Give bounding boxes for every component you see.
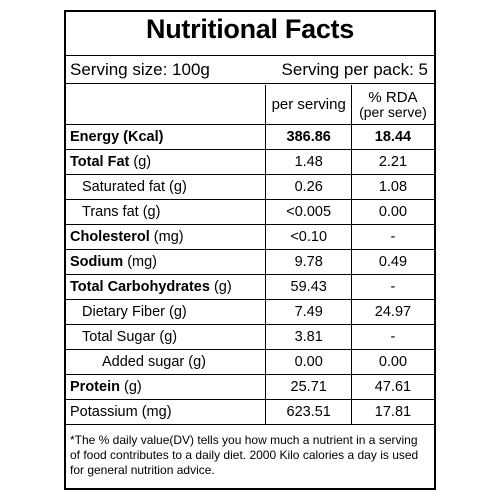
- nutrition-table: per serving % RDA (per serve) Energy (Kc…: [66, 85, 434, 425]
- nutrient-name-cell: Total Carbohydrates (g): [66, 274, 267, 300]
- label-title: Nutritional Facts: [146, 14, 354, 44]
- nutrient-unit: (g): [213, 279, 232, 295]
- nutrient-name: Added sugar (g): [66, 349, 267, 375]
- nutrient-unit: (g): [133, 154, 152, 170]
- per-serving-value: 386.86: [265, 124, 352, 150]
- rda-value: -: [350, 224, 434, 250]
- nutrient-name: Cholesterol: [70, 229, 150, 245]
- per-serving-value: 3.81: [265, 324, 352, 350]
- per-serving-value: 0.00: [265, 349, 352, 375]
- nutrient-name-cell: Total Fat (g): [66, 149, 267, 175]
- nutrient-name-cell: Cholesterol (mg): [66, 224, 267, 250]
- per-serving-value: <0.005: [265, 199, 352, 225]
- serving-size: Serving size: 100g: [70, 60, 210, 79]
- per-serving-header: per serving: [265, 85, 352, 125]
- divider: [66, 83, 434, 84]
- table-row: Added sugar (g) 0.00 0.00: [66, 349, 434, 375]
- nutrient-name: Potassium (mg): [66, 399, 267, 425]
- divider: [66, 55, 434, 56]
- nutrient-name: Total Carbohydrates: [70, 279, 210, 295]
- nutrient-name: Total Sugar (g): [66, 324, 267, 350]
- nutrient-name: Dietary Fiber (g): [66, 299, 267, 325]
- nutrient-unit: (g): [123, 379, 142, 395]
- rda-value: 2.21: [350, 149, 434, 175]
- rda-value: 18.44: [350, 124, 434, 150]
- table-row: Sodium (mg) 9.78 0.49: [66, 249, 434, 275]
- table-row: Total Sugar (g) 3.81 -: [66, 324, 434, 350]
- serving-per-pack: Serving per pack: 5: [281, 60, 428, 79]
- nutrient-unit: (mg): [153, 229, 184, 245]
- rda-header-top: % RDA: [368, 88, 418, 106]
- nutrient-name: Trans fat (g): [66, 199, 267, 225]
- per-serving-value: 1.48: [265, 149, 352, 175]
- nutrient-column-header: [66, 85, 267, 125]
- footnote: *The % daily value(DV) tells you how muc…: [70, 433, 419, 477]
- table-row: Total Carbohydrates (g) 59.43 -: [66, 274, 434, 300]
- nutrient-name: Energy (Kcal): [66, 124, 267, 150]
- rda-value: 1.08: [350, 174, 434, 200]
- table-row: Cholesterol (mg) <0.10 -: [66, 224, 434, 250]
- rda-header-bottom: (per serve): [359, 103, 427, 120]
- per-serving-value: 25.71: [265, 374, 352, 400]
- per-serving-value: 9.78: [265, 249, 352, 275]
- per-serving-value: 7.49: [265, 299, 352, 325]
- table-row: Potassium (mg) 623.51 17.81: [66, 399, 434, 425]
- nutrient-unit: (mg): [127, 254, 158, 270]
- nutrient-name-cell: Sodium (mg): [66, 249, 267, 275]
- table-row: Total Fat (g) 1.48 2.21: [66, 149, 434, 175]
- nutrient-name: Protein: [70, 379, 120, 395]
- per-serving-value: 0.26: [265, 174, 352, 200]
- rda-value: 47.61: [350, 374, 434, 400]
- nutrient-name: Total Fat: [70, 154, 130, 170]
- rda-header: % RDA (per serve): [350, 85, 434, 125]
- nutrient-name: Saturated fat (g): [66, 174, 267, 200]
- rda-value: 0.00: [350, 199, 434, 225]
- rda-value: -: [350, 324, 434, 350]
- nutrient-name: Sodium: [70, 254, 124, 270]
- rda-value: 0.49: [350, 249, 434, 275]
- rda-value: -: [350, 274, 434, 300]
- table-row: Saturated fat (g) 0.26 1.08: [66, 174, 434, 200]
- rda-value: 0.00: [350, 349, 434, 375]
- rda-value: 17.81: [350, 399, 434, 425]
- per-serving-value: 59.43: [265, 274, 352, 300]
- per-serving-value: 623.51: [265, 399, 352, 425]
- per-serving-value: <0.10: [265, 224, 352, 250]
- nutrition-label: Nutritional Facts Serving size: 100g Ser…: [64, 10, 436, 490]
- table-header-row: per serving % RDA (per serve): [66, 85, 434, 125]
- table-row: Energy (Kcal) 386.86 18.44: [66, 124, 434, 150]
- serving-info: Serving size: 100g Serving per pack: 5: [66, 56, 434, 82]
- nutrient-name-cell: Protein (g): [66, 374, 267, 400]
- table-row: Dietary Fiber (g) 7.49 24.97: [66, 299, 434, 325]
- table-row: Protein (g) 25.71 47.61: [66, 374, 434, 400]
- table-row: Trans fat (g) <0.005 0.00: [66, 199, 434, 225]
- rda-value: 24.97: [350, 299, 434, 325]
